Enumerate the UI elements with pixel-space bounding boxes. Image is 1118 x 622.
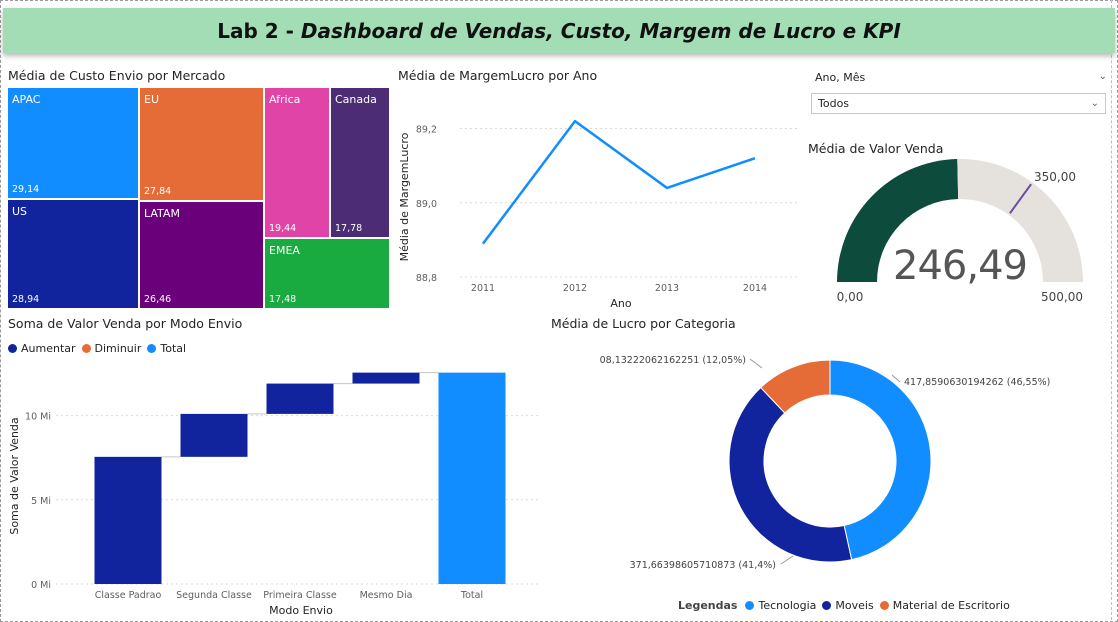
line-y-axis-label: Média de MargemLucro	[398, 132, 411, 261]
gauge-value-arc	[837, 159, 959, 282]
treemap-tile-apac[interactable]: APAC 29,14	[8, 88, 140, 200]
line-x-tick-label: 2014	[743, 283, 767, 294]
year-month-slicer-dropdown[interactable]: Todos ⌄	[811, 93, 1106, 114]
waterfall-legend: Aumentar Diminuir Total	[8, 342, 186, 355]
waterfall-y-axis-label: Soma de Valor Venda	[8, 417, 21, 534]
line-y-tick-label: 89,2	[416, 125, 437, 136]
line-x-tick-label: 2011	[471, 283, 495, 294]
chevron-down-icon[interactable]: ⌄	[1098, 71, 1107, 82]
year-month-slicer-header[interactable]: Ano, Mês ⌄	[815, 71, 1107, 85]
right-edge-scroll	[1111, 0, 1118, 620]
donut-leader-line	[780, 555, 794, 565]
waterfall-x-tick-label: Mesmo Dia	[360, 590, 413, 601]
line-x-tick-label: 2013	[655, 283, 679, 294]
donut-label-material: 108,13222062162251 (12,05%)	[600, 355, 746, 366]
waterfall-x-tick-label: Total	[460, 590, 483, 601]
legend-material: Material de Escritorio	[892, 599, 1010, 612]
donut-title: Média de Lucro por Categoria	[551, 316, 736, 331]
gauge-max-label: 500,00	[1041, 290, 1083, 304]
waterfall-x-axis-label: Modo Envio	[269, 604, 333, 617]
legend-dot-tecnologia	[745, 601, 755, 610]
line-x-axis-label: Ano	[610, 297, 631, 310]
waterfall-chart: Soma de Valor Venda Modo Envio 0 Mi 5 Mi 1…	[8, 372, 540, 617]
slicer-value: Todos	[818, 97, 850, 110]
waterfall-bar	[266, 383, 334, 414]
donut-chart: 417,8590630194262 (46,55%) 371,663986057…	[600, 355, 1050, 571]
waterfall-bar	[352, 372, 420, 384]
waterfall-x-tick-label: Classe Padrao	[95, 590, 162, 601]
waterfall-title: Soma de Valor Venda por Modo Envio	[8, 316, 243, 331]
slicer-label: Ano, Mês	[815, 71, 866, 84]
gauge-chart: 246,49 0,00 500,00 350,00	[837, 159, 1083, 304]
gauge-value-label: 246,49	[893, 243, 1027, 289]
gauge-target-marker	[1009, 183, 1032, 214]
waterfall-x-tick-label: Primeira Classe	[263, 590, 337, 601]
line-chart: Média de MargemLucro Ano 88,8 89,0 89,2 201…	[398, 119, 800, 310]
treemap-tile-canada[interactable]: Canada 17,78	[331, 88, 391, 239]
legend-moveis: Moveis	[835, 599, 874, 612]
treemap-tile-africa[interactable]: Africa 19,44	[265, 88, 331, 239]
treemap-tile-us[interactable]: US 28,94	[8, 200, 140, 310]
gauge-target-label: 350,00	[1034, 170, 1076, 184]
treemap-title: Média de Custo Envio por Mercado	[8, 68, 226, 83]
donut-slice-tecnologia	[829, 359, 932, 561]
waterfall-y-tick-label: 5 Mi	[31, 496, 51, 507]
legend-aumentar: Aumentar	[21, 342, 76, 355]
waterfall-bar	[180, 413, 248, 457]
legend-dot-moveis	[822, 601, 832, 610]
line-x-tick-label: 2012	[563, 283, 587, 294]
legend-dot-diminuir	[81, 344, 91, 353]
donut-label-moveis: 371,66398605710873 (41,4%)	[630, 560, 776, 571]
treemap-tile-eu[interactable]: EU 27,84	[140, 88, 265, 202]
donut-label-tecnologia: 417,8590630194262 (46,55%)	[904, 377, 1050, 388]
legend-dot-aumentar	[8, 344, 17, 353]
legend-dot-total	[147, 344, 157, 353]
treemap-tile-emea[interactable]: EMEA 17,48	[265, 239, 391, 310]
gauge-min-label: 0,00	[837, 290, 864, 304]
donut-leader-line	[891, 374, 901, 383]
waterfall-y-tick-label: 0 Mi	[31, 580, 51, 591]
dashboard-title: Lab 2 - Dashboard de Vendas, Custo, Marg…	[217, 18, 901, 43]
chevron-down-icon[interactable]: ⌄	[1090, 98, 1099, 109]
treemap-tile-latam[interactable]: LATAM 26,46	[140, 202, 265, 310]
donut-slice-moveis	[728, 386, 853, 563]
legend-total: Total	[160, 342, 187, 355]
line-series-margem-lucro	[482, 119, 756, 245]
waterfall-y-tick-label: 10 Mi	[25, 412, 51, 423]
legend-dot-material	[879, 601, 889, 610]
waterfall-bar	[438, 372, 506, 584]
donut-legend: Legendas Tecnologia Moveis Material de E…	[678, 599, 1010, 612]
line-y-tick-label: 89,0	[416, 199, 437, 210]
line-chart-title: Média de MargemLucro por Ano	[398, 68, 598, 83]
gauge-remaining-arc	[957, 159, 1083, 282]
donut-legend-title: Legendas	[678, 599, 738, 612]
line-y-tick-label: 88,8	[416, 273, 437, 284]
waterfall-bar	[94, 456, 162, 584]
donut-leader-line	[749, 358, 763, 369]
gauge-title: Média de Valor Venda	[808, 141, 944, 156]
legend-diminuir: Diminuir	[94, 342, 142, 355]
legend-tecnologia: Tecnologia	[758, 599, 817, 612]
title-banner: Lab 2 - Dashboard de Vendas, Custo, Marg…	[3, 8, 1115, 53]
waterfall-x-tick-label: Segunda Classe	[176, 590, 252, 601]
